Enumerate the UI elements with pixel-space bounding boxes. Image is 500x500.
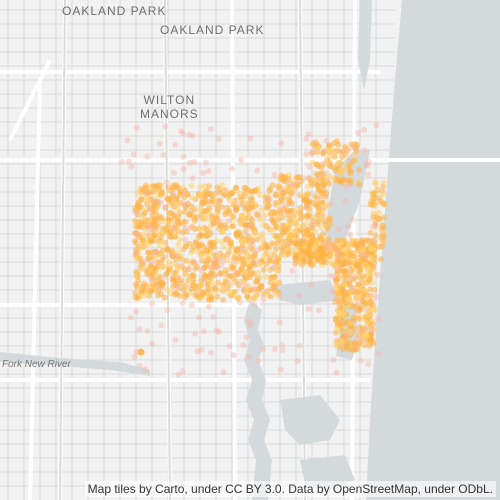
place-label-wilton-manors: WILTON MANORS (140, 93, 199, 121)
water-label-fork-new-river: Fork New River (2, 359, 71, 370)
place-label-oakland-park-top: OAKLAND PARK (62, 4, 167, 18)
map-attribution[interactable]: Map tiles by Carto, under CC BY 3.0. Dat… (84, 481, 496, 497)
incident-points (118, 122, 388, 378)
ocean (366, 0, 500, 500)
place-label-oakland-park: OAKLAND PARK (160, 23, 265, 37)
